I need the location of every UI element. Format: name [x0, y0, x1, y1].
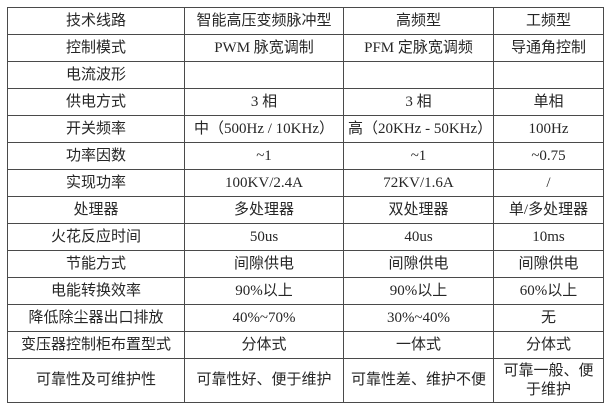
row-label: 开关频率: [7, 115, 185, 143]
table-row-conversion-efficiency: 电能转换效率 90%以上 90%以上 60%以上: [7, 277, 604, 305]
header-cell-tech-route: 技术线路: [7, 7, 185, 35]
row-label: 降低除尘器出口排放: [7, 304, 185, 332]
cell: PFM 定脉宽调频: [343, 34, 494, 62]
row-label: 实现功率: [7, 169, 185, 197]
header-row: 技术线路 智能高压变频脉冲型 高频型 工频型: [7, 7, 604, 35]
table-row-spark-response-time: 火花反应时间 50us 40us 10ms: [7, 223, 604, 251]
cell: 50us: [184, 223, 344, 251]
cell: 一体式: [343, 331, 494, 359]
cell: 分体式: [493, 331, 604, 359]
cell: ~0.75: [493, 142, 604, 170]
header-cell-pulse-type: 智能高压变频脉冲型: [184, 7, 344, 35]
header-cell-high-freq: 高频型: [343, 7, 494, 35]
cell: 10ms: [493, 223, 604, 251]
cell: 间隙供电: [343, 250, 494, 278]
cell: 100KV/2.4A: [184, 169, 344, 197]
row-label: 可靠性及可维护性: [7, 358, 185, 403]
cell: 可靠性差、维护不便: [343, 358, 494, 403]
cell: 72KV/1.6A: [343, 169, 494, 197]
table-row-control-mode: 控制模式 PWM 脉宽调制 PFM 定脉宽调频 导通角控制: [7, 34, 604, 62]
row-label: 火花反应时间: [7, 223, 185, 251]
table-row-realized-power: 实现功率 100KV/2.4A 72KV/1.6A /: [7, 169, 604, 197]
row-label: 节能方式: [7, 250, 185, 278]
table-row-processor: 处理器 多处理器 双处理器 单/多处理器: [7, 196, 604, 224]
table-row-switching-frequency: 开关频率 中（500Hz / 10KHz） 高（20KHz - 50KHz） 1…: [7, 115, 604, 143]
cell: 单相: [493, 88, 604, 116]
cell: 100Hz: [493, 115, 604, 143]
cell: PWM 脉宽调制: [184, 34, 344, 62]
cell: 中（500Hz / 10KHz）: [184, 115, 344, 143]
row-label: 电能转换效率: [7, 277, 185, 305]
table-row-current-waveform: 电流波形: [7, 61, 604, 89]
cell: 90%以上: [343, 277, 494, 305]
cell: 双处理器: [343, 196, 494, 224]
cell: ~1: [184, 142, 344, 170]
spec-comparison-table: 技术线路 智能高压变频脉冲型 高频型 工频型 控制模式 PWM 脉宽调制 PFM…: [7, 7, 604, 403]
row-label: 处理器: [7, 196, 185, 224]
cell: 40us: [343, 223, 494, 251]
row-label: 控制模式: [7, 34, 185, 62]
cell: [184, 61, 344, 89]
table-row-cabinet-layout: 变压器控制柜布置型式 分体式 一体式 分体式: [7, 331, 604, 359]
cell: 40%~70%: [184, 304, 344, 332]
cell: 无: [493, 304, 604, 332]
row-label: 变压器控制柜布置型式: [7, 331, 185, 359]
cell: /: [493, 169, 604, 197]
table-row-reliability: 可靠性及可维护性 可靠性好、便于维护 可靠性差、维护不便 可靠一般、便于维护: [7, 358, 604, 403]
row-label: 功率因数: [7, 142, 185, 170]
cell: [343, 61, 494, 89]
cell: 30%~40%: [343, 304, 494, 332]
cell: 可靠一般、便于维护: [493, 358, 604, 403]
table-row-energy-saving-mode: 节能方式 间隙供电 间隙供电 间隙供电: [7, 250, 604, 278]
header-cell-power-freq: 工频型: [493, 7, 604, 35]
row-label: 电流波形: [7, 61, 185, 89]
table-row-power-factor: 功率因数 ~1 ~1 ~0.75: [7, 142, 604, 170]
cell: 可靠性好、便于维护: [184, 358, 344, 403]
cell: 导通角控制: [493, 34, 604, 62]
cell: 90%以上: [184, 277, 344, 305]
cell: ~1: [343, 142, 494, 170]
cell: 单/多处理器: [493, 196, 604, 224]
table-row-emission-reduction: 降低除尘器出口排放 40%~70% 30%~40% 无: [7, 304, 604, 332]
table-row-power-supply-mode: 供电方式 3 相 3 相 单相: [7, 88, 604, 116]
cell: 多处理器: [184, 196, 344, 224]
cell: 间隙供电: [493, 250, 604, 278]
cell: 分体式: [184, 331, 344, 359]
cell: 间隙供电: [184, 250, 344, 278]
cell: 60%以上: [493, 277, 604, 305]
cell: 3 相: [343, 88, 494, 116]
row-label: 供电方式: [7, 88, 185, 116]
cell: 高（20KHz - 50KHz）: [343, 115, 494, 143]
cell: 3 相: [184, 88, 344, 116]
cell: [493, 61, 604, 89]
